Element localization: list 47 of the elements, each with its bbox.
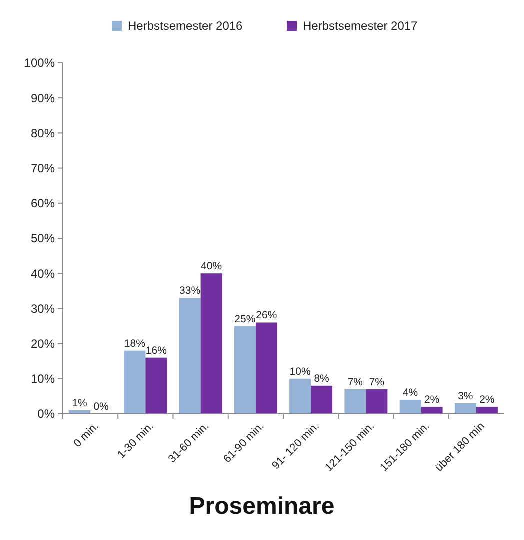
bar — [366, 389, 388, 414]
bar — [179, 298, 201, 414]
data-label: 7% — [348, 376, 364, 388]
bar — [421, 406, 443, 414]
bar — [476, 406, 498, 414]
x-tick-label: 0 min. — [72, 420, 102, 450]
data-label: 2% — [424, 394, 440, 406]
data-label: 18% — [124, 338, 146, 350]
data-label: 25% — [234, 313, 256, 326]
data-label: 33% — [180, 285, 201, 298]
bar — [290, 378, 312, 414]
y-tick-label: 0% — [38, 407, 56, 422]
y-tick-label: 20% — [30, 337, 56, 351]
data-label: 40% — [201, 260, 222, 273]
y-tick-label: 90% — [30, 91, 56, 106]
y-tick-label: 10% — [30, 372, 56, 386]
bar — [234, 326, 256, 414]
data-label: 2% — [480, 394, 495, 406]
data-label: 3% — [458, 390, 474, 402]
data-label: 7% — [369, 376, 385, 388]
data-label: 1% — [72, 397, 88, 410]
bar — [256, 322, 278, 414]
bar — [400, 400, 422, 414]
x-tick-label: 91- 120 min. — [270, 420, 322, 472]
y-tick-label: 40% — [30, 266, 56, 281]
bar — [146, 358, 168, 414]
data-label: 16% — [146, 344, 167, 357]
data-label: 0% — [94, 401, 109, 413]
bar — [344, 389, 366, 414]
y-tick-label: 100% — [24, 56, 56, 70]
text: Proseminare — [189, 493, 335, 520]
bar — [124, 350, 146, 414]
y-tick-label: 70% — [30, 162, 56, 176]
bar — [200, 274, 222, 414]
data-label: 10% — [290, 366, 311, 378]
y-tick-label: 50% — [30, 232, 56, 246]
legend-label: Herbstsemester 2016 — [128, 19, 244, 34]
y-tick-label: 80% — [30, 126, 56, 140]
data-label: 4% — [402, 386, 418, 399]
x-tick-label: über 180 min — [433, 420, 488, 474]
bar — [311, 386, 333, 414]
y-tick-label: 60% — [30, 196, 56, 211]
legend-label: Herbstsemester 2017 — [303, 19, 418, 34]
data-label: 26% — [256, 310, 278, 322]
bar — [454, 403, 476, 414]
y-tick-label: 30% — [30, 302, 56, 316]
data-label: 8% — [314, 372, 330, 385]
